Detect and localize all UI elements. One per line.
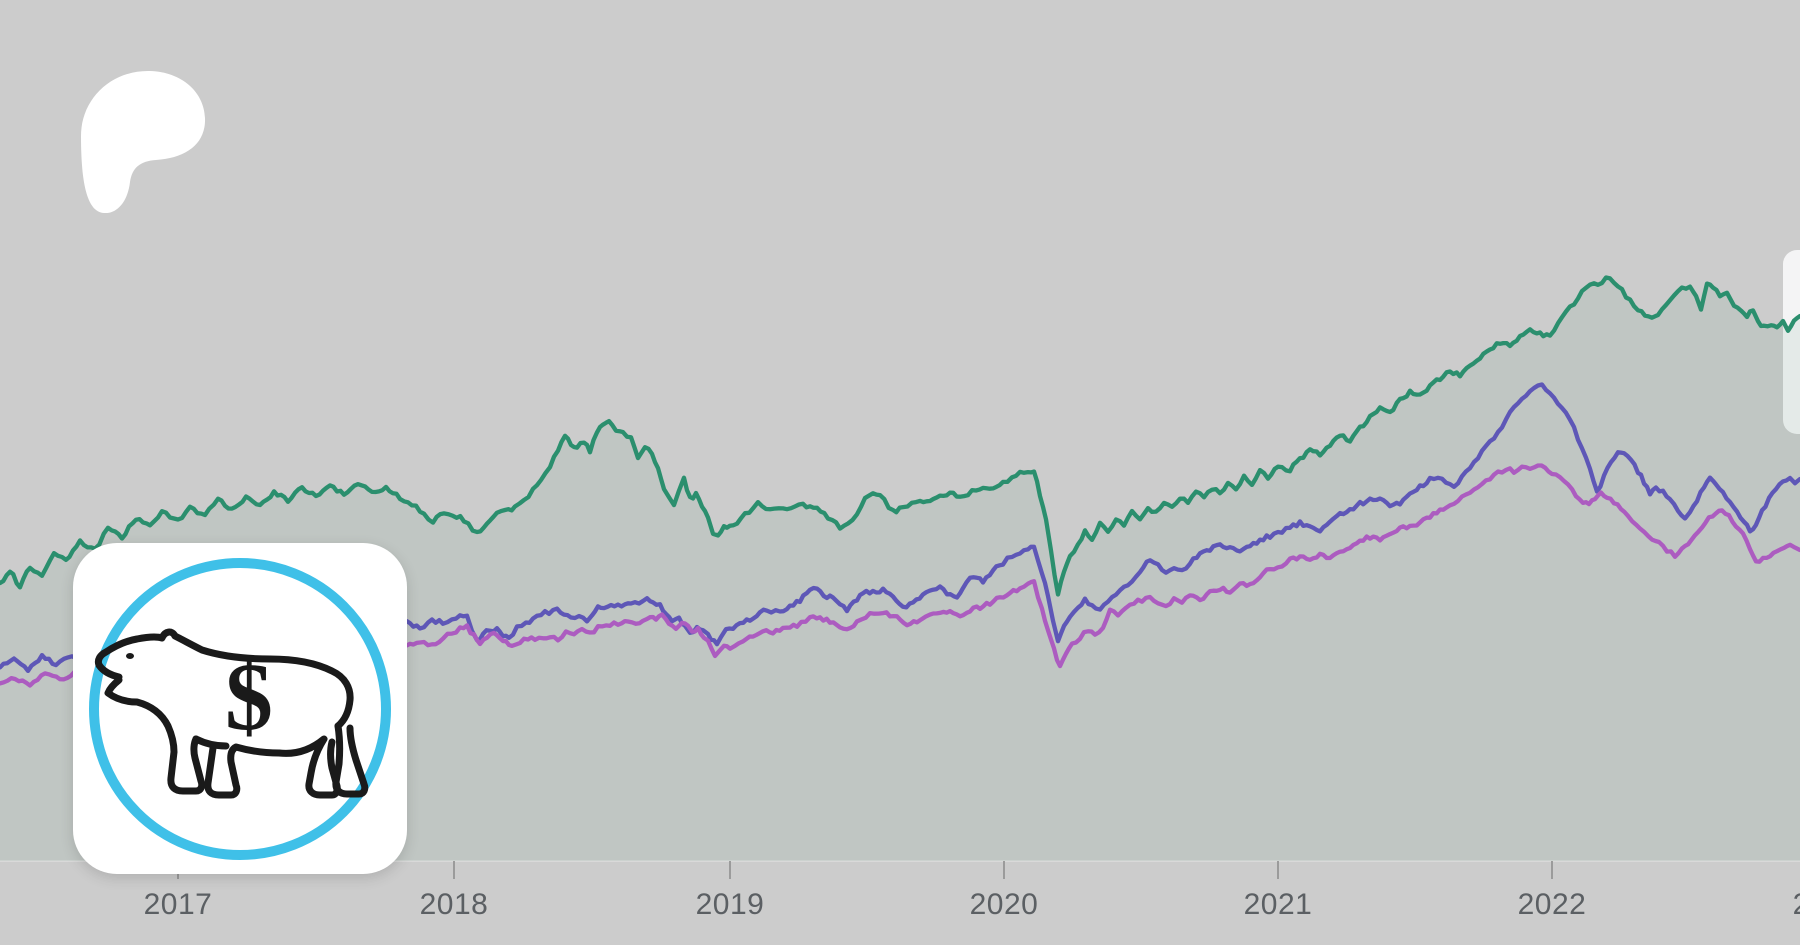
series-green-line bbox=[0, 275, 1800, 597]
bear-dollar-logo: $ bbox=[89, 558, 391, 860]
series-green-area bbox=[0, 277, 1800, 861]
patreon-blob-icon bbox=[81, 70, 206, 214]
patreon-blob-shape bbox=[81, 70, 206, 214]
dollar-sign: $ bbox=[225, 643, 273, 750]
patreon-logo bbox=[78, 68, 212, 217]
right-edge-card bbox=[1783, 250, 1800, 434]
channel-avatar: $ bbox=[73, 543, 407, 874]
bear-eye bbox=[126, 653, 134, 659]
polar-bear-icon bbox=[94, 628, 369, 799]
